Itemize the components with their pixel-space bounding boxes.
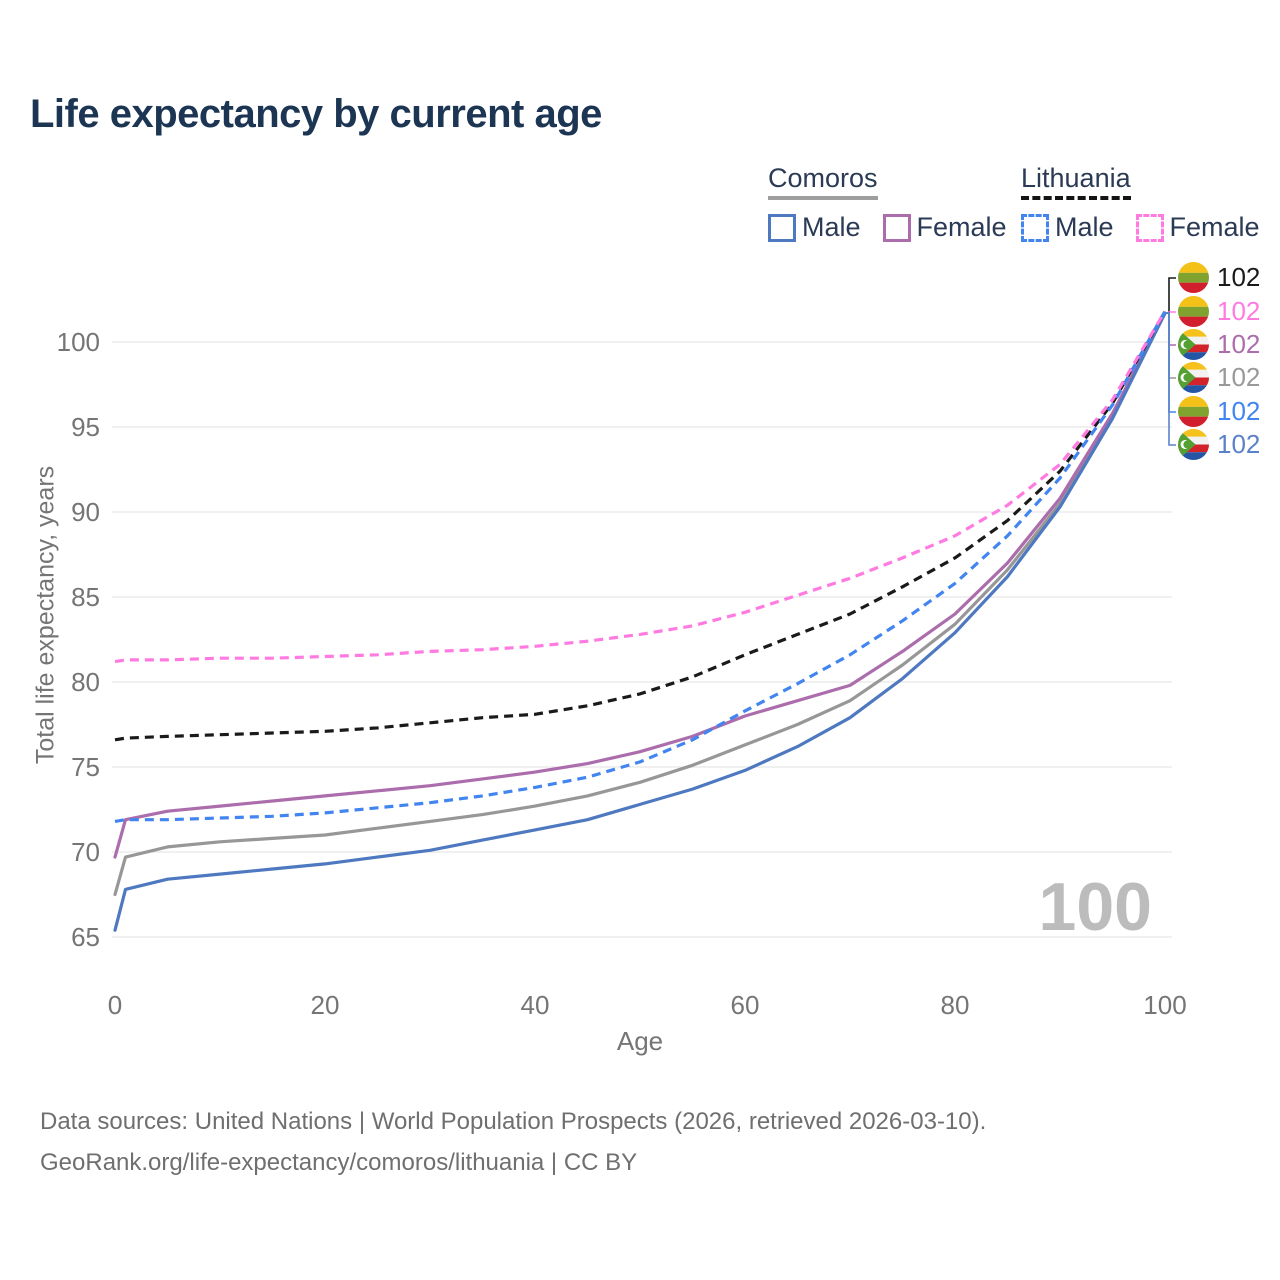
end-label-value: 102 (1217, 429, 1261, 459)
legend-label-comoros-female[interactable]: Female (916, 212, 1007, 242)
y-axis-tick-label: 90 (71, 497, 100, 527)
x-axis-tick-label: 40 (520, 990, 550, 1020)
end-label-value: 102 (1217, 329, 1261, 359)
end-label-value: 102 (1217, 296, 1261, 326)
series-line-comoros-male (113, 311, 1167, 932)
legend-item-lithuania-male[interactable]: Male (1021, 212, 1114, 243)
legend-item-comoros-female[interactable]: Female (882, 212, 1007, 243)
legend-label-lithuania-male[interactable]: Male (1055, 212, 1114, 242)
series-line-comoros-female (113, 311, 1167, 859)
y-axis-tick-label: 70 (71, 837, 100, 867)
lithuania-flag-icon (1178, 262, 1209, 293)
y-axis-tick-label: 100 (56, 327, 100, 357)
legend-group-lithuania: Lithuania Male Female (1021, 163, 1260, 243)
x-axis-tick-label: 100 (1143, 990, 1187, 1020)
current-age-watermark: 100 (1038, 869, 1152, 945)
legend-header-comoros[interactable]: Comoros (768, 163, 878, 200)
end-label-row: 102 (1178, 429, 1260, 460)
end-label-row: 102 (1178, 362, 1260, 393)
lithuania-male-swatch-icon[interactable] (1021, 213, 1049, 242)
x-axis-tick-label: 60 (730, 990, 760, 1020)
x-axis-tick-label: 20 (310, 990, 340, 1020)
end-label-value: 102 (1217, 396, 1261, 426)
legend-item-lithuania-female[interactable]: Female (1135, 212, 1260, 243)
series-line-lithuania-female (114, 310, 1167, 664)
comoros-flag-icon (1178, 362, 1209, 393)
end-label-row: 102 (1178, 329, 1260, 360)
x-axis-title: Age (616, 1026, 664, 1056)
x-axis-tick-label: 0 (107, 990, 123, 1020)
series-line-lithuania-male (114, 310, 1167, 823)
y-axis-tick-label: 75 (71, 752, 100, 782)
lithuania-flag-icon (1178, 396, 1209, 427)
series-line-comoros-both (113, 311, 1167, 897)
end-label-value: 102 (1217, 262, 1261, 292)
legend-label-comoros-male[interactable]: Male (802, 212, 861, 242)
y-axis-tick-label: 85 (71, 582, 100, 612)
y-axis-tick-label: 65 (71, 922, 100, 952)
footer-url: GeoRank.org/life-expectancy/comoros/lith… (40, 1149, 638, 1176)
end-label-value: 102 (1217, 362, 1261, 392)
y-axis-tick-label: 80 (71, 667, 100, 697)
footer-data-sources: Data sources: United Nations | World Pop… (40, 1108, 987, 1135)
y-axis-tick-label: 95 (71, 412, 100, 442)
comoros-flag-icon (1178, 429, 1209, 460)
lithuania-female-swatch-icon[interactable] (1135, 213, 1164, 242)
legend-header-lithuania[interactable]: Lithuania (1021, 163, 1131, 200)
x-axis-tick-label: 80 (940, 990, 970, 1020)
page-title: Life expectancy by current age (30, 92, 602, 136)
end-label-row: 102 (1178, 296, 1260, 327)
comoros-female-swatch-icon[interactable] (882, 213, 911, 242)
end-label-row: 102 (1178, 262, 1260, 293)
end-label-row: 102 (1178, 396, 1260, 427)
lithuania-flag-icon (1178, 296, 1209, 327)
comoros-flag-icon (1178, 329, 1209, 360)
legend-label-lithuania-female[interactable]: Female (1169, 212, 1260, 242)
comoros-male-swatch-icon[interactable] (768, 213, 796, 242)
legend-group-comoros: Comoros Male Female (768, 163, 1007, 243)
legend-item-comoros-male[interactable]: Male (768, 212, 861, 243)
series-line-lithuania-both (114, 310, 1167, 742)
